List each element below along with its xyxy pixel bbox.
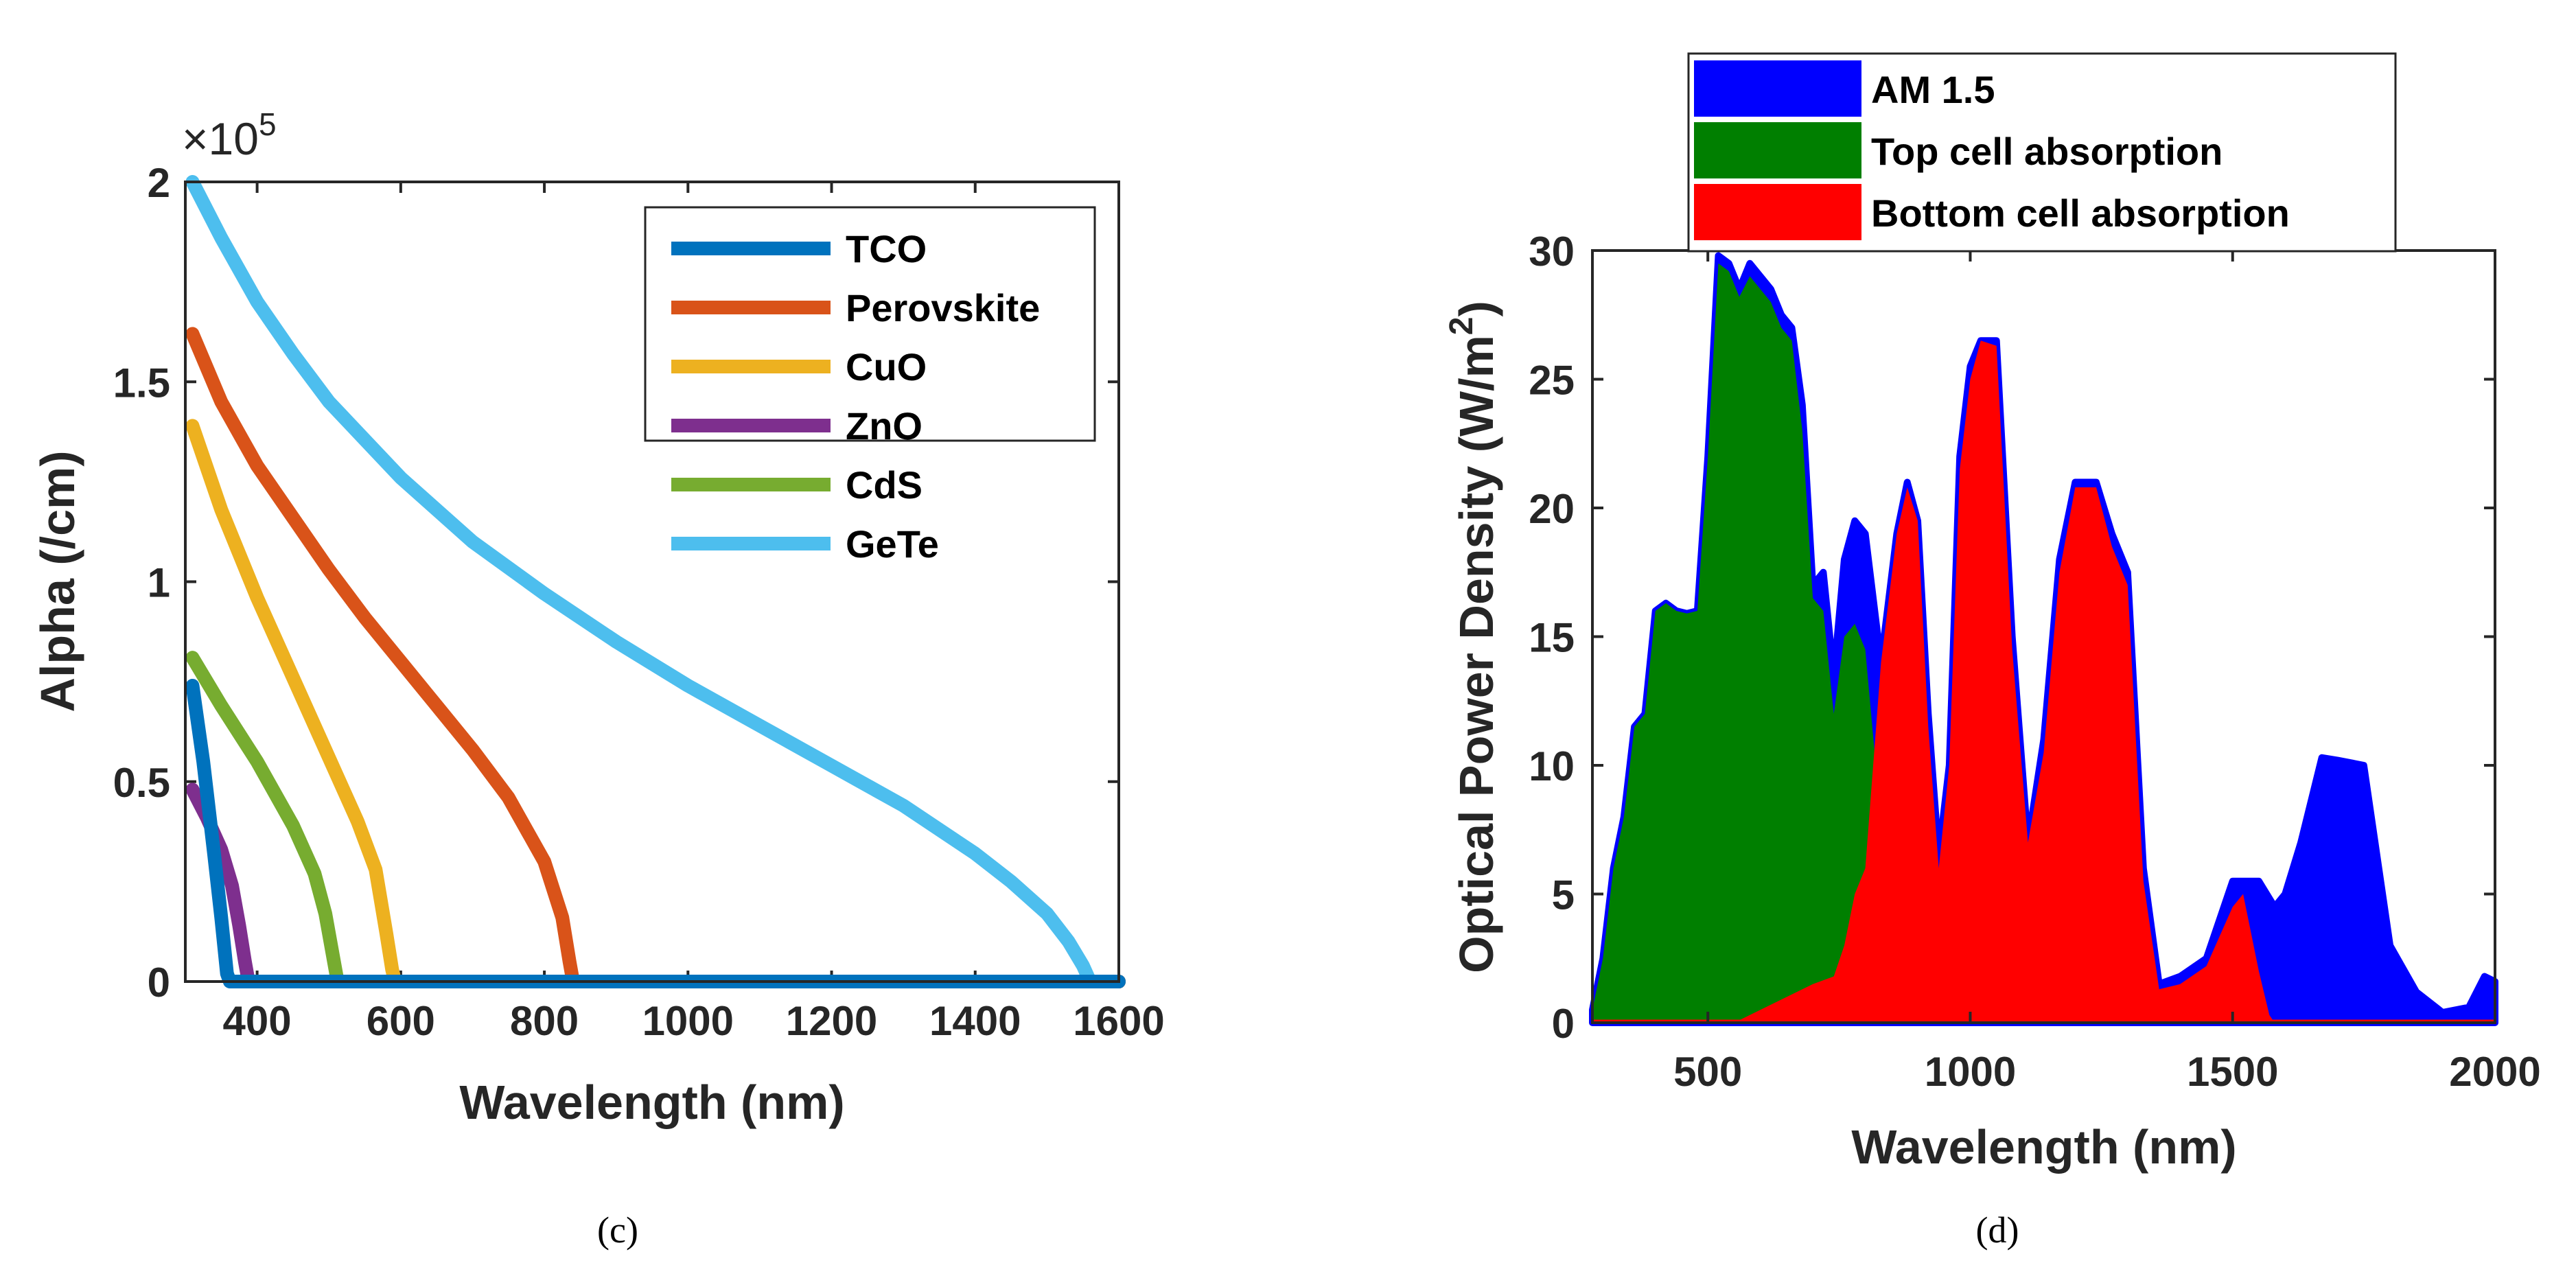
panel-d-x-tick-label: 500 [1673,1049,1742,1095]
panel-c-series-cuo [185,419,1126,988]
panel-c-legend-label: CdS [846,463,923,507]
panel-d-legend-swatch [1694,122,1861,178]
panel-d-legend-swatch [1694,184,1861,240]
panel-d-ticks [1592,249,2496,1024]
panel-c-lines [185,175,1126,988]
panel-c-exponent-power: 5 [259,106,277,142]
panel-c-caption: (c) [597,1209,638,1251]
panel-d-legend-swatch [1694,60,1861,117]
panel-c-x-tick-label: 800 [510,998,579,1044]
panel-c-legend-label: Perovskite [846,286,1040,329]
panel-d-caption: (d) [1976,1209,2019,1251]
panel-c-series-cds [185,651,1126,988]
panel-c-legend-label: CuO [846,345,927,388]
panel-d-y-tick-label: 10 [1529,743,1575,789]
panel-c-exponent: ×105 [182,106,277,164]
panel-d-x-tick-label: 1000 [1925,1049,2016,1095]
panel-c-exponent-base: ×10 [182,113,259,164]
panel-c-x-tick-label: 1400 [929,998,1021,1044]
panel-d-y-tick-label: 20 [1529,486,1575,532]
panel-c-x-tick-labels: 400 600 800 1000 1200 1400 1600 [223,998,1165,1044]
panel-d-y-axis-label: Optical Power Density (W/m2) [1443,301,1503,973]
panel-d-legend-label: AM 1.5 [1871,68,1995,111]
panel-d-x-axis-label: Wavelength (nm) [1851,1120,2236,1174]
panel-c-series-gete [185,175,1126,988]
panel-c-y-tick-label: 0.5 [113,760,170,806]
panel-c-x-axis-label: Wavelength (nm) [459,1076,844,1129]
panel-c-legend-label: TCO [846,227,927,270]
panel-d-y-tick-label: 0 [1552,1001,1575,1047]
panel-c-x-tick-label: 1600 [1073,998,1164,1044]
panel-c-y-tick-label: 2 [148,160,170,206]
panel-c-series-perovskite [185,327,1126,988]
panel-c-y-tick-label: 1 [148,560,170,606]
panel-d-legend: AM 1.5 Top cell absorption Bottom cell abs… [1687,52,2397,253]
panel-c-chart: 400 600 800 1000 1200 1400 1600 0 0.5 1 1.5 2 ×105… [31,106,1165,1251]
panel-d-y-axis-label-close: ) [1450,301,1503,316]
panel-d-legend-label: Top cell absorption [1871,130,2223,173]
panel-d-y-axis-label-sup: 2 [1443,316,1480,335]
panel-d-areas [1589,252,2498,1026]
panel-c-axes-box [184,181,1120,983]
panel-d-y-tick-labels: 0 5 10 15 20 25 30 [1529,229,1575,1047]
panel-d-x-tick-labels: 500 1000 1500 2000 [1673,1049,2541,1095]
panel-d-y-tick-label: 15 [1529,615,1575,661]
panel-c-x-tick-label: 400 [223,998,292,1044]
panel-c-x-tick-label: 1000 [642,998,734,1044]
panel-c-y-tick-label: 1.5 [113,360,170,406]
panel-c-legend: TCO Perovskite CuO ZnO CdS GeTe [644,206,1096,566]
panel-c-x-tick-label: 1200 [786,998,877,1044]
panel-d-x-tick-label: 1500 [2187,1049,2278,1095]
panel-c-y-tick-label: 0 [148,960,170,1006]
panel-d-y-axis-label-main: Optical Power Density (W/m [1450,335,1503,973]
panel-d-legend-label: Bottom cell absorption [1871,192,2290,235]
panel-d-chart: 500 1000 1500 2000 0 5 10 15 20 25 30 Wavelength … [1443,52,2541,1251]
panel-d-y-tick-label: 25 [1529,358,1575,404]
panel-c-legend-label: ZnO [846,404,923,448]
panel-d-area-bottom-cell-absorption [1592,340,2275,1023]
panel-d-y-tick-label: 5 [1552,872,1575,918]
panel-d-x-tick-label: 2000 [2449,1049,2540,1095]
panel-d-area-top-cell-absorption [1592,263,1887,1023]
panel-c-legend-label: GeTe [846,522,939,566]
panel-c-x-tick-label: 600 [367,998,435,1044]
panel-c-y-tick-labels: 0 0.5 1 1.5 2 [113,160,170,1006]
panel-d-y-tick-label: 30 [1529,229,1575,275]
panel-c-y-axis-label: Alpha (/cm) [31,450,84,712]
